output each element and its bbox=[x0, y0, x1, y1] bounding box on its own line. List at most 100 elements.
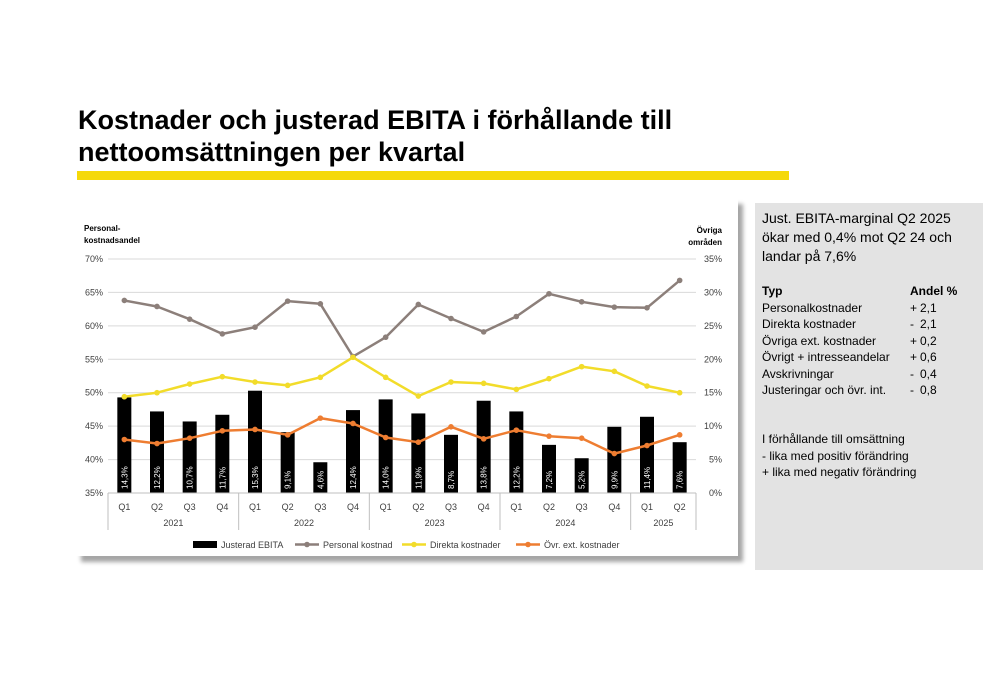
ebita-bar bbox=[476, 400, 491, 493]
sign-cell: + bbox=[910, 350, 918, 364]
info-note-line: + lika med negativ förändring bbox=[762, 465, 917, 479]
cost-type-cell: Avskrivningar bbox=[762, 366, 834, 381]
right-axis-tick-label: 5% bbox=[709, 455, 722, 465]
ebita-bar-data-label: 11,7% bbox=[218, 467, 227, 489]
personal-kostnad-point bbox=[480, 329, 487, 335]
-vr-ext-kostnader-point bbox=[317, 415, 324, 421]
direkta-kostnader-point bbox=[448, 379, 454, 385]
right-axis-tick-label: 20% bbox=[704, 354, 722, 364]
-vr-ext-kostnader-point bbox=[448, 424, 454, 430]
personal-kostnad-point bbox=[513, 313, 520, 320]
personal-kostnad-point bbox=[644, 305, 650, 311]
share-value-cell: 2,1 bbox=[920, 317, 937, 331]
info-headline: Just. EBITA-marginal Q2 2025 ökar med 0,… bbox=[762, 210, 952, 264]
ebita-bar-data-label: 15,3% bbox=[251, 466, 260, 489]
direkta-kostnader-line bbox=[124, 356, 680, 398]
ebita-bar bbox=[215, 414, 230, 493]
personal-kostnad-point bbox=[448, 315, 454, 322]
personal-kostnad-point bbox=[415, 301, 422, 308]
share-value-cell: 0,2 bbox=[920, 333, 937, 348]
cost-type-cell: Personalkostnader bbox=[762, 300, 863, 315]
info-header-share: Andel % bbox=[910, 284, 958, 298]
slide-title: Kostnader och justerad EBITA i förhållan… bbox=[78, 104, 778, 168]
sign-cell: + bbox=[910, 333, 918, 348]
share-value-cell: 0,4 bbox=[920, 366, 937, 381]
ebita-bar bbox=[672, 442, 687, 493]
ebita-bar bbox=[607, 426, 622, 493]
-vr-ext-kostnader-point bbox=[121, 436, 128, 443]
sign-cell: + bbox=[910, 300, 918, 315]
quarter-tick-label: Q1 bbox=[118, 502, 130, 512]
info-table-row: Övriga ext. kostnader +0,2 bbox=[762, 333, 957, 350]
left-axis-tick-label: 35% bbox=[85, 488, 103, 498]
-vr-ext-kostnader-point bbox=[252, 426, 258, 433]
direkta-kostnader-point bbox=[578, 363, 585, 370]
ebita-bar-data-label: 12,2% bbox=[153, 466, 162, 489]
quarter-tick-label: Q2 bbox=[151, 502, 163, 512]
ebita-bar-data-label: 14,3% bbox=[120, 466, 129, 489]
right-axis-title: områden bbox=[688, 238, 722, 247]
info-table-row: Direkta kostnader -2,1 bbox=[762, 316, 957, 333]
personal-kostnad-point bbox=[252, 324, 258, 330]
right-axis-tick-label: 25% bbox=[704, 321, 722, 331]
-vr-ext-kostnader-point bbox=[480, 436, 487, 442]
direkta-kostnader-point bbox=[676, 389, 683, 396]
right-axis-title: Övriga bbox=[697, 226, 723, 235]
year-tick-label: 2024 bbox=[555, 518, 575, 528]
legend-label: Personal kostnad bbox=[323, 540, 393, 550]
slide-title-line-2: nettoomsättningen per kvartal bbox=[78, 137, 466, 167]
ebita-bar-data-label: 12,4% bbox=[349, 466, 358, 489]
ebita-bar bbox=[444, 434, 458, 493]
personal-kostnad-point bbox=[611, 304, 618, 310]
-vr-ext-kostnader-line bbox=[124, 416, 681, 455]
quarter-tick-label: Q3 bbox=[445, 502, 457, 512]
direkta-kostnader-point bbox=[121, 393, 128, 400]
legend-swatch-marker bbox=[525, 541, 531, 548]
quarter-tick-label: Q1 bbox=[641, 502, 653, 512]
-vr-ext-kostnader-point bbox=[578, 435, 585, 441]
personal-kostnad-point bbox=[121, 297, 128, 304]
year-tick-label: 2025 bbox=[653, 518, 673, 528]
left-axis-tick-label: 40% bbox=[85, 455, 103, 465]
legend-swatch-bar bbox=[193, 541, 217, 548]
cost-type-cell: Övriga ext. kostnader bbox=[762, 333, 877, 348]
title-accent-bar bbox=[77, 171, 789, 180]
quarter-tick-label: Q2 bbox=[674, 502, 686, 512]
ebita-bar-data-label: 9,9% bbox=[610, 471, 619, 489]
-vr-ext-kostnader-point bbox=[546, 433, 552, 439]
cost-type-cell: Justeringar och övr. int. bbox=[762, 383, 887, 397]
info-note-line: - lika med positiv förändring bbox=[762, 448, 909, 463]
ebita-bar bbox=[542, 444, 556, 493]
left-axis-tick-label: 55% bbox=[85, 354, 103, 364]
-vr-ext-kostnader-point bbox=[513, 427, 520, 433]
left-axis-tick-label: 70% bbox=[85, 254, 103, 264]
right-axis-tick-label: 10% bbox=[704, 421, 722, 431]
left-axis-tick-label: 50% bbox=[85, 388, 103, 398]
-vr-ext-kostnader-point bbox=[415, 439, 422, 445]
personal-kostnad-point bbox=[186, 316, 193, 322]
combo-chart: 35% 0% 40% 5% 45% 10% 50% 15% 55% 20% 60% 25% 65% 30%… bbox=[84, 224, 723, 550]
cost-type-cell: Direkta kostnader bbox=[762, 317, 857, 331]
ebita-bar bbox=[640, 416, 654, 493]
ebita-bar-data-label: 4,6% bbox=[316, 471, 325, 489]
chart-frame: 35% 0% 40% 5% 45% 10% 50% 15% 55% 20% 60% 25% 65% 30%… bbox=[76, 198, 738, 556]
quarter-tick-label: Q2 bbox=[282, 502, 294, 512]
ebita-bar-data-label: 7,6% bbox=[676, 471, 685, 489]
sign-cell: - bbox=[910, 366, 914, 381]
-vr-ext-kostnader-point bbox=[676, 432, 683, 438]
ebita-bar-data-label: 9,1% bbox=[284, 471, 293, 489]
direkta-kostnader-point bbox=[350, 354, 356, 361]
-vr-ext-kostnader-point bbox=[350, 420, 356, 427]
direkta-kostnader-point bbox=[480, 380, 487, 387]
direkta-kostnader-point bbox=[644, 383, 650, 389]
-vr-ext-kostnader-point bbox=[284, 432, 291, 438]
share-value-cell: 2,1 bbox=[920, 300, 937, 315]
left-axis-title: Personal- bbox=[84, 224, 121, 233]
quarter-tick-label: Q3 bbox=[184, 502, 196, 512]
left-axis-title: kostnadsandel bbox=[84, 236, 140, 245]
year-tick-label: 2021 bbox=[163, 518, 183, 528]
direkta-kostnader-point bbox=[219, 373, 226, 380]
direkta-kostnader-point bbox=[284, 382, 291, 389]
direkta-kostnader-point bbox=[415, 393, 422, 399]
personal-kostnad-point bbox=[382, 334, 389, 341]
